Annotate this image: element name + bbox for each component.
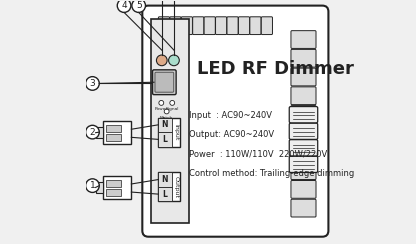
Text: Output: Output [173,176,178,198]
FancyBboxPatch shape [291,143,316,161]
Circle shape [164,109,169,114]
FancyBboxPatch shape [193,17,204,35]
Text: Match: Match [160,116,173,120]
Text: 5: 5 [136,1,141,10]
Circle shape [86,125,99,139]
Circle shape [156,55,167,66]
Text: LED RF Dimmer: LED RF Dimmer [197,60,354,78]
Circle shape [170,101,175,105]
Circle shape [168,55,179,66]
FancyBboxPatch shape [181,17,193,35]
FancyBboxPatch shape [291,181,316,198]
Circle shape [132,0,146,12]
FancyBboxPatch shape [289,107,318,123]
FancyBboxPatch shape [291,106,316,123]
Bar [158,172,180,202]
Text: Signal: Signal [166,107,179,111]
FancyBboxPatch shape [291,31,316,48]
FancyBboxPatch shape [250,17,261,35]
Bar [104,121,131,144]
Bar [106,134,121,141]
Text: 2: 2 [89,128,95,137]
FancyBboxPatch shape [291,199,316,217]
FancyBboxPatch shape [153,70,176,95]
FancyBboxPatch shape [215,17,227,35]
Text: N: N [162,120,168,129]
Bar [158,132,171,147]
FancyBboxPatch shape [170,17,181,35]
Text: Output: AC90~240V: Output: AC90~240V [188,130,274,139]
Circle shape [86,179,99,193]
Text: Input  : AC90~240V: Input : AC90~240V [188,111,272,120]
Bar [158,118,180,147]
Bar [158,172,171,187]
Text: 1: 1 [89,181,95,190]
Text: Power: Power [155,107,168,111]
Bar [104,176,131,199]
FancyBboxPatch shape [291,68,316,86]
FancyBboxPatch shape [204,17,215,35]
FancyBboxPatch shape [238,17,250,35]
Bar [151,19,188,223]
FancyBboxPatch shape [289,140,318,156]
Circle shape [117,0,131,12]
FancyBboxPatch shape [289,123,318,139]
Bar [106,125,121,132]
FancyBboxPatch shape [158,17,170,35]
Bar [106,189,121,195]
FancyBboxPatch shape [291,87,316,105]
Circle shape [86,77,99,90]
Text: 3: 3 [89,79,95,88]
FancyBboxPatch shape [142,6,328,237]
Text: Input: Input [173,124,178,140]
Text: L: L [163,135,167,144]
Bar [96,127,104,138]
Text: N: N [162,175,168,184]
FancyBboxPatch shape [155,72,174,92]
FancyBboxPatch shape [291,162,316,180]
Bar [106,180,121,187]
Bar [96,182,104,193]
FancyBboxPatch shape [261,17,272,35]
FancyBboxPatch shape [291,49,316,67]
Circle shape [159,101,164,105]
FancyBboxPatch shape [289,156,318,173]
Bar [158,118,171,132]
Text: Power  : 110W/110V  220W/220V: Power : 110W/110V 220W/220V [188,150,327,159]
FancyBboxPatch shape [291,124,316,142]
Bar [158,187,171,202]
FancyBboxPatch shape [227,17,238,35]
Text: 4: 4 [121,1,127,10]
Text: Control method: Trailing-edge dimming: Control method: Trailing-edge dimming [188,169,354,178]
Text: L: L [163,190,167,199]
